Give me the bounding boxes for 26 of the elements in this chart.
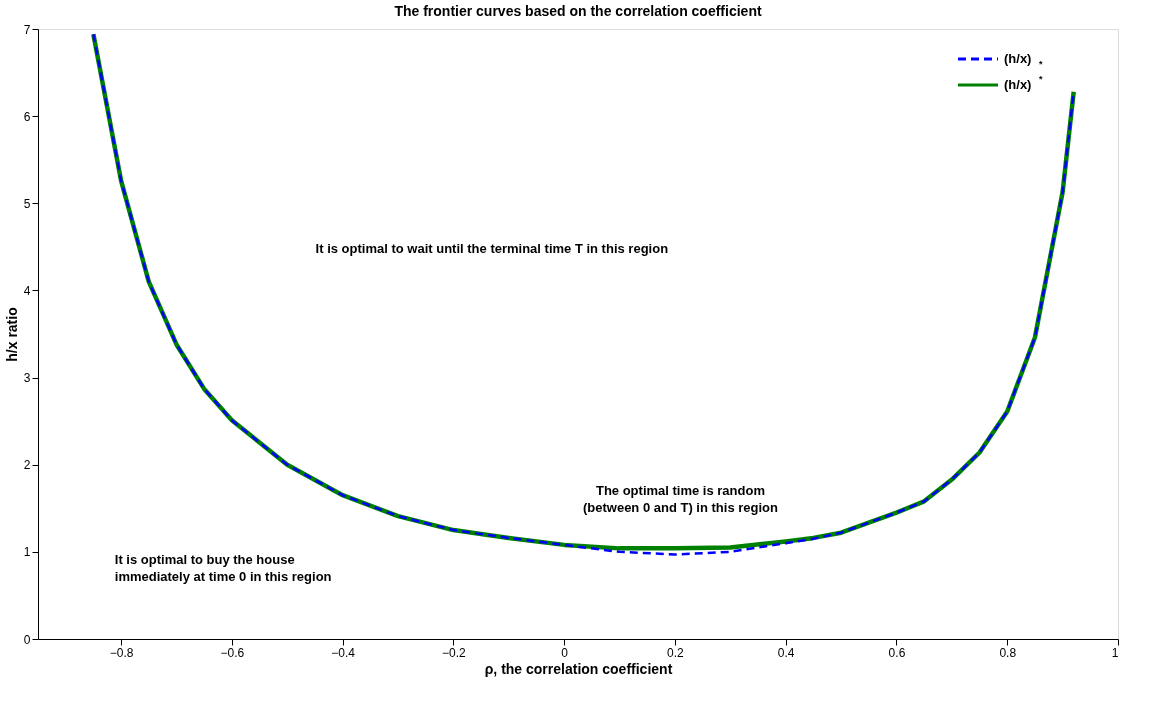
- x-axis-title: ρ, the correlation coefficient: [484, 660, 673, 677]
- chart-title: The frontier curves based on the correlation coefficient: [394, 3, 762, 19]
- annotation: It is optimal to wait until the terminal time T in this region: [315, 240, 669, 256]
- y-tick-label: 2: [23, 458, 31, 473]
- y-tick-label: 4: [23, 283, 31, 298]
- y-tick-label: 3: [23, 371, 31, 386]
- x-tick-label: 0.6: [888, 645, 906, 660]
- y-tick-label: 1: [23, 545, 31, 560]
- x-tick-label: 0.2: [667, 645, 685, 660]
- x-tick-label: 1: [1111, 645, 1119, 660]
- x-tick-label: −0.6: [220, 645, 245, 660]
- annotation: It is optimal to buy the house immediately at time 0 in this region: [114, 551, 332, 584]
- x-tick-label: 0.4: [777, 645, 795, 660]
- x-tick-label: −0.4: [331, 645, 356, 660]
- y-tick-label: 5: [23, 196, 31, 211]
- y-tick-label: 6: [23, 109, 31, 124]
- x-tick-label: −0.2: [442, 645, 467, 660]
- x-tick-label: 0: [561, 645, 569, 660]
- y-axis-title: h/x ratio: [3, 307, 20, 362]
- x-tick-label: 0.8: [999, 645, 1017, 660]
- annotation: The optimal time is random (between 0 and T) in this region: [582, 483, 779, 516]
- y-tick-label: 0: [23, 632, 31, 647]
- legend-label: (h/x)*: [1004, 74, 1043, 92]
- y-tick-label: 7: [23, 22, 31, 37]
- x-tick-label: −0.8: [109, 645, 134, 660]
- legend-label: (h/x)*: [1004, 51, 1043, 69]
